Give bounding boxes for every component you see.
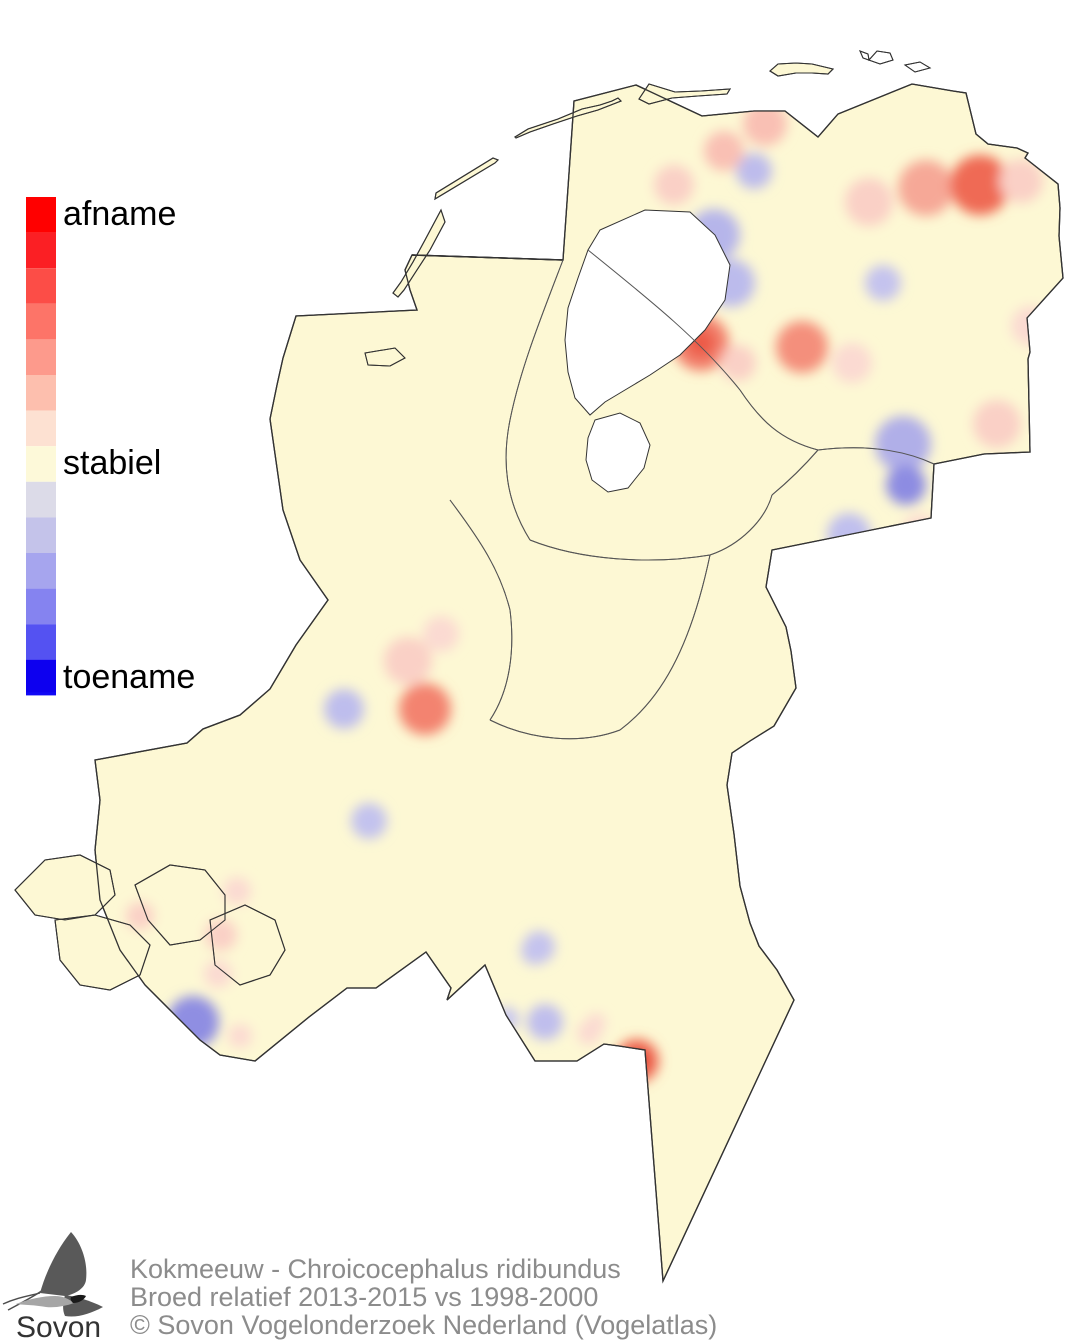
- svg-text:stabiel: stabiel: [63, 444, 161, 482]
- svg-text:© Sovon Vogelonderzoek Nederla: © Sovon Vogelonderzoek Nederland (Vogela…: [130, 1310, 717, 1340]
- svg-text:Sovon: Sovon: [16, 1311, 101, 1340]
- svg-text:Broed relatief 2013-2015 vs 19: Broed relatief 2013-2015 vs 1998-2000: [130, 1282, 598, 1312]
- svg-text:Kokmeeuw - Chroicocephalus rid: Kokmeeuw - Chroicocephalus ridibundus: [130, 1254, 621, 1284]
- svg-text:toename: toename: [63, 658, 195, 696]
- svg-text:afname: afname: [63, 195, 176, 233]
